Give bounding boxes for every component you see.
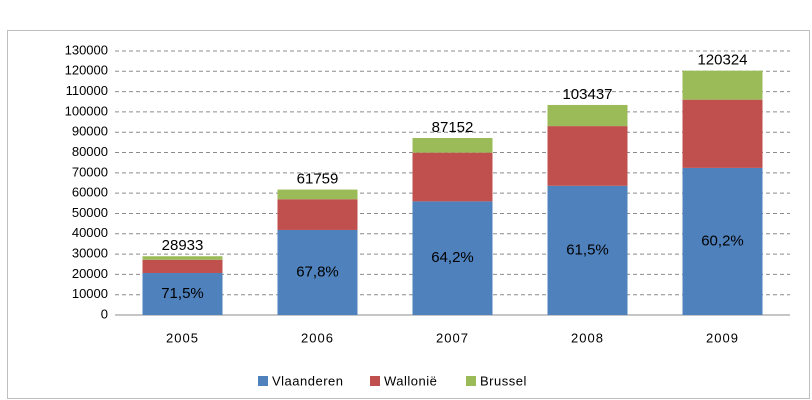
bar-segment [682,99,763,168]
y-tick-label: 20000 [72,266,108,281]
y-tick-label: 30000 [72,246,108,261]
bar-segment [682,70,763,100]
bar-segment [412,152,493,202]
bar-segment [412,201,493,315]
x-tick-label: 2006 [301,330,334,345]
bar-segment [142,259,223,273]
bar-segment [682,167,763,315]
x-tick-label: 2005 [166,330,199,345]
y-tick-label: 90000 [72,124,108,139]
bar-segment [412,138,493,153]
legend-label: Wallonië [384,373,437,388]
y-tick-label: 130000 [65,42,108,57]
y-tick-label: 60000 [72,185,108,200]
y-tick-label: 80000 [72,144,108,159]
legend-label: Vlaanderen [272,373,344,388]
y-tick-label: 120000 [65,63,108,78]
bar-segment [277,199,358,230]
y-tick-label: 70000 [72,164,108,179]
bar-segment [277,229,358,315]
bar-segment [277,189,358,200]
y-tick-label: 10000 [72,286,108,301]
share-label: 71,5% [161,285,204,302]
y-tick-label: 0 [101,306,108,321]
legend-swatch [370,376,380,386]
y-tick-label: 110000 [66,83,108,98]
x-tick-label: 2008 [571,330,604,345]
share-label: 67,8% [296,263,339,280]
legend-swatch [258,376,268,386]
total-label: 28933 [162,237,204,254]
bar-segment [547,104,628,127]
legend-label: Brussel [480,373,527,388]
bar-segment [547,126,628,186]
y-tick-label: 100000 [65,103,108,118]
y-tick-label: 40000 [72,225,108,240]
total-label: 120324 [697,52,747,69]
x-tick-label: 2009 [706,330,739,345]
bar-segment [142,272,223,315]
share-label: 64,2% [431,249,474,266]
bar-segment [547,185,628,315]
x-tick-label: 2007 [436,330,469,345]
total-label: 103437 [562,86,612,103]
total-label: 87152 [432,119,474,136]
share-label: 61,5% [566,241,609,258]
total-label: 61759 [297,171,339,188]
legend-swatch [466,376,476,386]
share-label: 60,2% [701,232,744,249]
bar-segment [142,256,223,260]
y-tick-label: 50000 [72,205,108,220]
